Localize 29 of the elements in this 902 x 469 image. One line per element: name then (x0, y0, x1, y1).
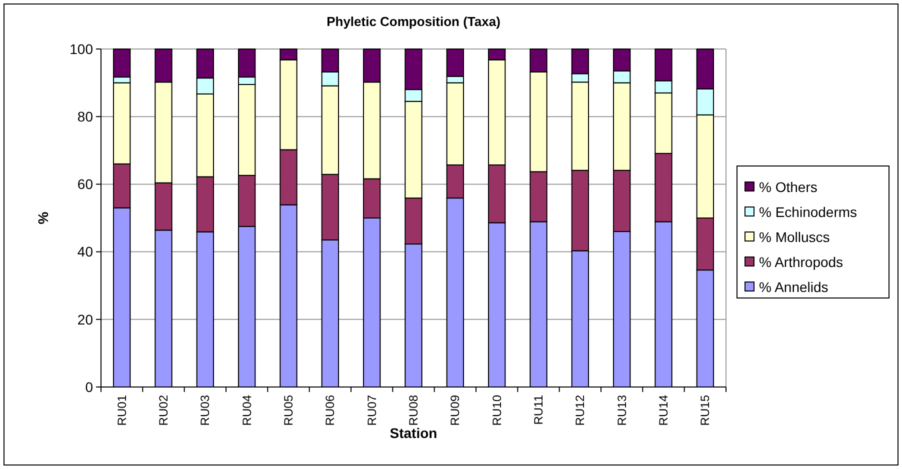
x-tick-label: RU03 (198, 394, 212, 426)
y-axis-title: % (35, 211, 51, 224)
legend-label: % Echinoderms (759, 204, 858, 220)
x-tick-label: RU14 (656, 394, 670, 426)
x-tick-label: RU12 (573, 394, 588, 426)
y-tick-label: 60 (77, 176, 94, 192)
x-tick-label: RU15 (698, 394, 712, 426)
x-tick-label: RU02 (156, 394, 170, 426)
x-tick-label: RU11 (532, 394, 546, 425)
x-tick-label: RU07 (364, 394, 379, 426)
x-tick-label: RU01 (114, 394, 129, 426)
x-tick-label: RU09 (448, 394, 462, 426)
x-axis-title: Station (390, 425, 438, 441)
y-tick-label: 100 (70, 40, 94, 57)
legend-label: % Annelids (759, 278, 828, 295)
x-tick-label: RU13 (614, 394, 629, 426)
x-tick-label: RU06 (323, 394, 338, 426)
legend-label: % Arthropods (759, 254, 844, 270)
y-tick-label: 40 (77, 244, 94, 260)
y-tick-label: 20 (77, 311, 94, 328)
legend-label: % Molluscs (759, 228, 830, 245)
x-tick-label: RU04 (240, 394, 254, 426)
y-tick-label: 0 (85, 378, 94, 395)
chart-title: Phyletic Composition (Taxa) (326, 14, 500, 29)
x-tick-label: RU05 (282, 394, 296, 426)
y-tick-label: 80 (77, 108, 94, 124)
x-tick-label: RU08 (406, 394, 420, 426)
x-tick-label: RU10 (490, 394, 504, 426)
legend-label: % Others (759, 178, 818, 195)
